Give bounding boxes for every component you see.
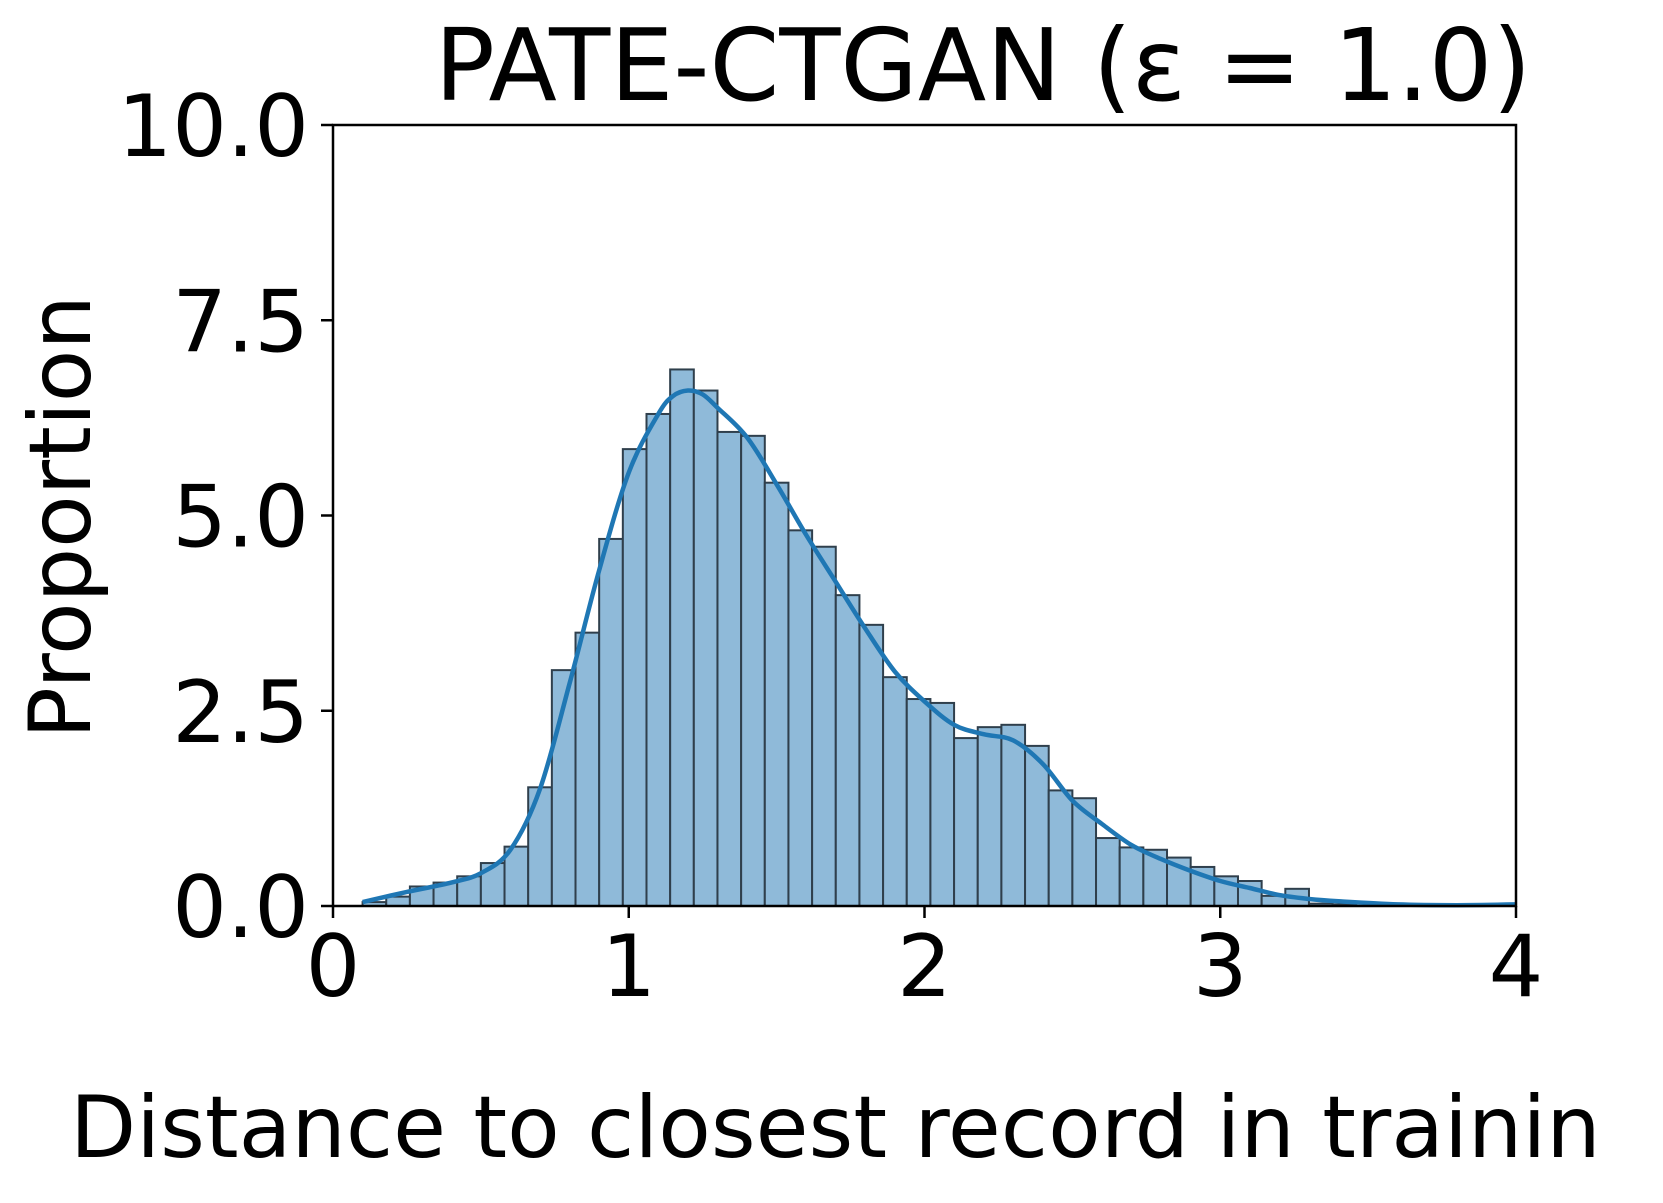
y-axis-ticks: 0.0 2.5 5.0 7.5 10.0 [118,77,333,958]
x-tick-label: 2 [897,917,952,1017]
histogram-bar [1118,846,1145,907]
histogram-bar [811,545,837,907]
y-tick-label: 7.5 [172,272,309,372]
histogram-bar [598,537,624,907]
histogram-bar [929,701,956,907]
histogram-bar [787,529,814,907]
x-tick-label: 0 [306,917,361,1017]
histogram-bar [976,726,1003,907]
histogram-bar [1047,789,1074,907]
chart-title: PATE-CTGAN (ε = 1.0) [435,7,1532,124]
y-tick-label: 10.0 [118,77,309,177]
histogram-bar [740,434,766,907]
histogram-bar [692,389,719,908]
kde-curve [362,388,1517,908]
histogram-bar [882,676,908,907]
y-tick-label: 5.0 [172,468,309,568]
histogram-bar [1000,723,1027,907]
histogram-bar [1095,837,1121,907]
y-tick-label: 0.0 [172,858,309,958]
histogram-bar [905,698,932,907]
histogram-bars [361,368,1358,908]
x-axis-label: Distance to closest record in trainin [70,1078,1601,1178]
histogram-bar [834,594,861,907]
x-tick-label: 3 [1193,917,1248,1017]
histogram-bar [645,412,672,907]
histogram-bar [858,623,885,908]
y-tick-label: 2.5 [172,663,309,763]
x-tick-label: 4 [1489,917,1544,1017]
histogram-bar [716,430,743,907]
histogram-bar [574,631,601,908]
x-axis-ticks: 0 1 2 3 4 [306,906,1544,1017]
histogram-bar [763,481,790,907]
histogram-bar [621,448,648,907]
x-tick-label: 1 [601,917,656,1017]
histogram-bar [953,737,979,908]
y-axis-label: Proportion [11,295,111,739]
histogram-bar [1024,744,1050,908]
histogram-bar [669,368,695,907]
